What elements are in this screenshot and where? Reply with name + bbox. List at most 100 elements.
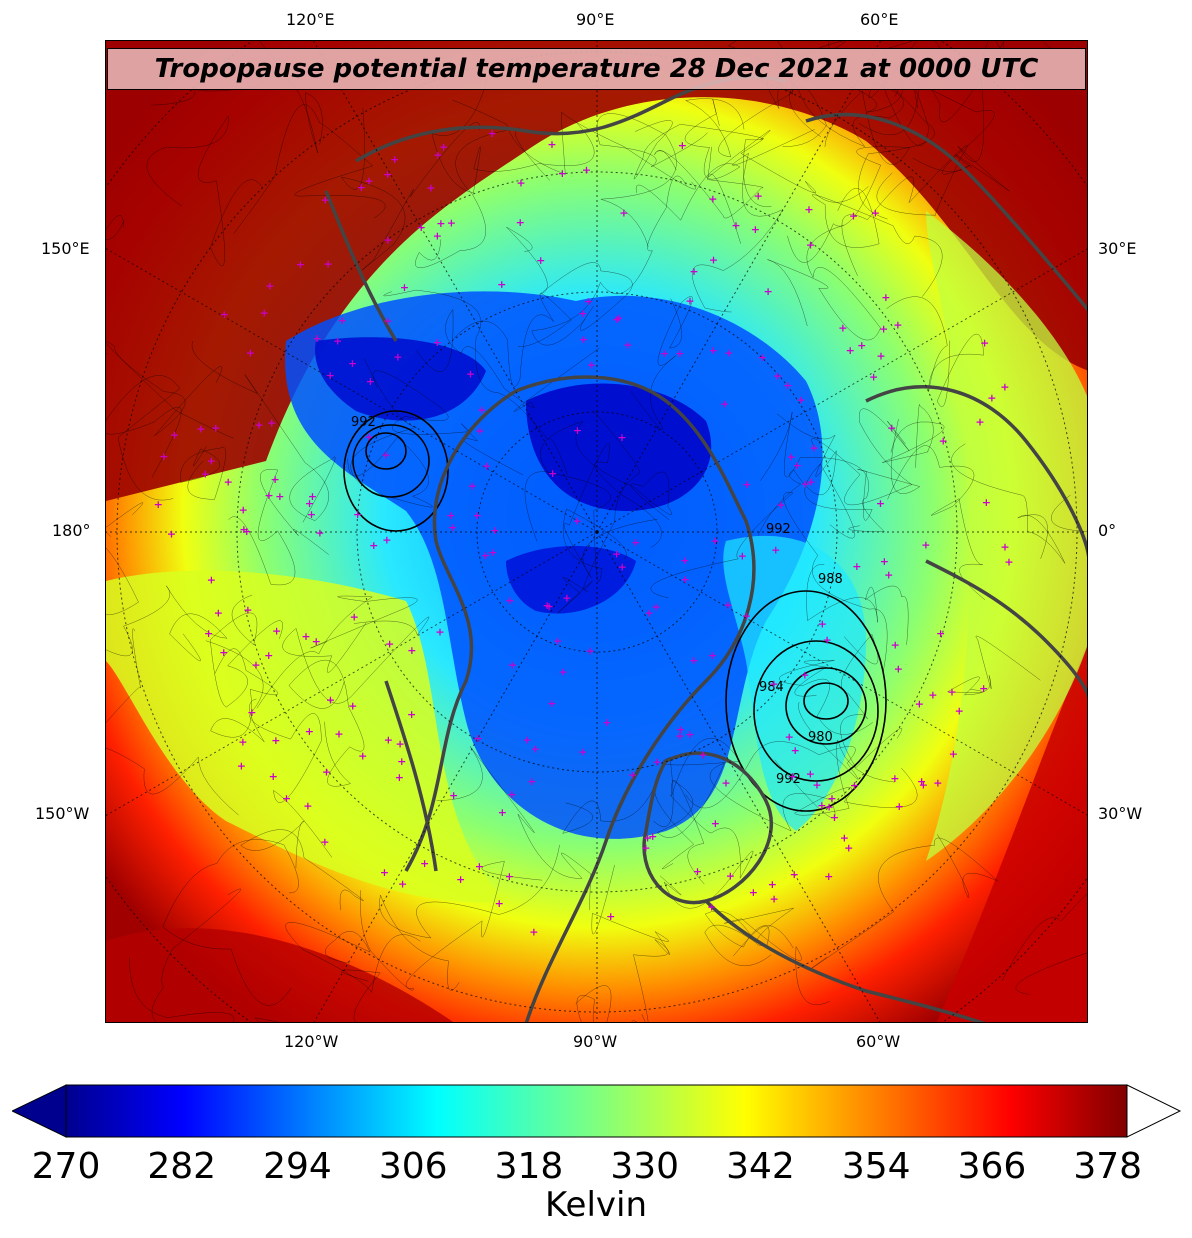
pressure-contour-label: 992: [766, 522, 791, 537]
lon-label-top: 60°E: [860, 10, 899, 29]
station-marker: +: [456, 873, 465, 886]
theta-contour-line: [886, 296, 984, 407]
station-marker: +: [915, 697, 924, 710]
coastline-path: [704, 899, 986, 1022]
station-marker: +: [397, 755, 406, 768]
station-marker: +: [303, 800, 312, 813]
station-marker: +: [247, 706, 256, 719]
station-marker: +: [1004, 555, 1013, 568]
theta-contour-line: [340, 108, 480, 271]
theta-contour-line: [654, 146, 764, 219]
station-marker: +: [689, 654, 698, 667]
station-marker: +: [955, 704, 964, 717]
station-marker: +: [790, 868, 799, 881]
title-box: Tropopause potential temperature 28 Dec …: [107, 48, 1086, 90]
station-marker: +: [857, 339, 866, 352]
station-marker: +: [893, 319, 902, 332]
station-marker: +: [838, 321, 847, 334]
theta-contour-line: [372, 370, 524, 476]
lon-label-right: 30°E: [1098, 239, 1137, 258]
station-marker: +: [623, 339, 632, 352]
theta-contour-line: [383, 289, 568, 475]
station-marker: +: [468, 479, 477, 492]
station-marker: +: [196, 422, 205, 435]
station-marker: +: [323, 258, 332, 271]
station-marker: +: [358, 750, 367, 763]
station-marker: +: [785, 730, 794, 743]
station-marker: +: [763, 285, 772, 298]
station-marker: +: [312, 332, 321, 345]
theta-contour-line: [707, 130, 869, 244]
station-marker: +: [383, 315, 392, 328]
station-marker: +: [201, 467, 210, 480]
station-marker: +: [602, 716, 611, 729]
theta-contour-line: [256, 595, 418, 709]
station-marker: +: [395, 771, 404, 784]
station-marker: +: [348, 700, 357, 713]
theta-contour-line: [431, 67, 595, 194]
theta-contour-line: [129, 888, 242, 1022]
station-markers: + + + + + + + + + + + + + + + + + + + + + + + + + + + + + + + + + + + + + + + +…: [154, 127, 1014, 938]
station-marker: +: [578, 745, 587, 758]
station-marker: +: [890, 772, 899, 785]
station-marker: +: [449, 789, 458, 802]
station-marker: +: [487, 127, 496, 140]
theta-contour-line: [812, 188, 943, 297]
station-marker: +: [207, 454, 216, 467]
station-marker: +: [417, 221, 426, 234]
station-marker: +: [921, 538, 930, 551]
station-marker: +: [301, 630, 310, 643]
station-marker: +: [466, 368, 475, 381]
station-marker: +: [308, 490, 317, 503]
station-marker: +: [307, 508, 316, 521]
colorbar-body: [65, 1084, 1128, 1138]
meridian-line: [313, 531, 598, 1022]
station-marker: +: [495, 897, 504, 910]
station-marker: +: [559, 666, 568, 679]
station-marker: +: [219, 646, 228, 659]
station-marker: +: [578, 307, 587, 320]
station-marker: +: [776, 498, 785, 511]
station-marker: +: [334, 728, 343, 741]
meridian-line: [596, 531, 1087, 816]
station-marker: +: [475, 424, 484, 437]
station-marker: +: [260, 307, 269, 320]
station-marker: +: [612, 313, 621, 326]
station-marker: +: [817, 799, 826, 812]
lon-label-bottom: 60°W: [856, 1032, 901, 1051]
station-marker: +: [830, 811, 839, 824]
theta-contour-line: [650, 492, 888, 671]
station-marker: +: [804, 203, 813, 216]
station-marker: +: [724, 346, 733, 359]
station-marker: +: [498, 806, 507, 819]
station-marker: +: [488, 546, 497, 559]
station-marker: +: [708, 193, 717, 206]
station-marker: +: [237, 759, 246, 772]
theta-contour-line: [659, 794, 754, 909]
warm-region-top: [106, 41, 1087, 501]
station-marker: +: [628, 769, 637, 782]
station-marker: +: [806, 239, 815, 252]
station-marker: +: [220, 308, 229, 321]
station-marker: +: [895, 800, 904, 813]
station-marker: +: [844, 841, 853, 854]
station-marker: +: [548, 467, 557, 480]
station-marker: +: [824, 800, 833, 813]
theta-contour-line: [779, 660, 873, 735]
station-marker: +: [305, 497, 314, 510]
station-marker: +: [353, 508, 362, 521]
station-marker: +: [887, 422, 896, 435]
coastlines: [324, 75, 1087, 1022]
colorbar-tick-label: 270: [31, 1146, 101, 1187]
colorbar-tick-label: 354: [841, 1146, 911, 1187]
station-marker: +: [348, 357, 357, 370]
station-marker: +: [806, 476, 815, 489]
station-marker: +: [928, 688, 937, 701]
coastline-path: [925, 559, 1087, 700]
station-marker: +: [675, 347, 684, 360]
station-marker: +: [698, 749, 707, 762]
station-marker: +: [849, 209, 858, 222]
station-marker: +: [167, 527, 176, 540]
station-marker: +: [326, 369, 335, 382]
colorbar-tick-label: 306: [378, 1146, 448, 1187]
